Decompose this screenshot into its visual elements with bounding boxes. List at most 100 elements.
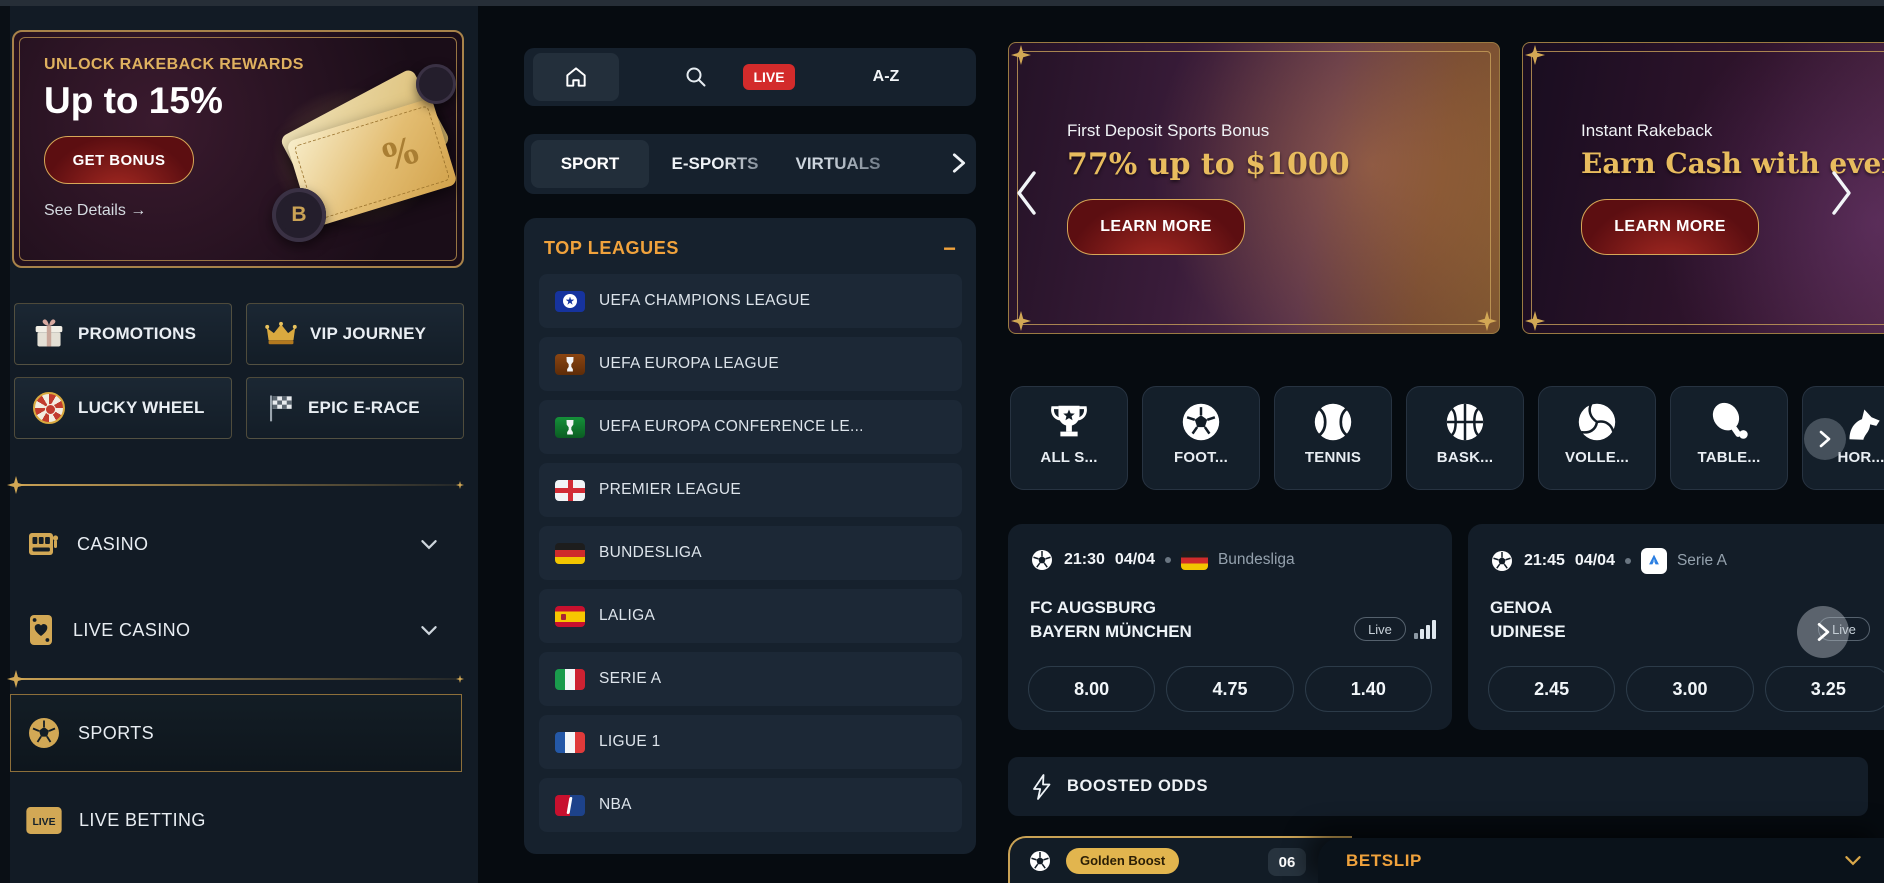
matches-scroll-next-button[interactable] <box>1797 606 1849 658</box>
odds-button-home[interactable]: 8.00 <box>1028 666 1156 712</box>
trophy-icon <box>1051 405 1087 437</box>
crown-icon <box>265 321 297 345</box>
league-item-ligue-1[interactable]: LIGUE 1 <box>539 715 962 769</box>
tab-esports[interactable]: E-SPORTS <box>660 140 770 188</box>
match-header: 21:30 04/04 Bundesliga <box>1030 548 1295 572</box>
sport-tile-volleyball[interactable]: VOLLE... <box>1538 386 1656 490</box>
sidebar-divider <box>7 670 464 688</box>
checkered-flag-icon <box>270 395 292 422</box>
promotions-label: PROMOTIONS <box>78 324 197 343</box>
lucky-wheel-button[interactable]: LUCKY WHEEL <box>14 377 232 439</box>
sport-tile-table-tennis[interactable]: TABLE... <box>1670 386 1788 490</box>
see-details-link[interactable]: See Details → <box>44 202 147 219</box>
chevron-down-icon[interactable] <box>420 625 438 636</box>
playing-card-icon <box>30 615 52 645</box>
league-item-premier-league[interactable]: PREMIER LEAGUE <box>539 463 962 517</box>
sports-scroll-next-button[interactable] <box>1804 418 1846 460</box>
stats-bars-icon[interactable] <box>1414 620 1436 639</box>
search-icon <box>686 67 706 87</box>
league-item-uefa-europa-league[interactable]: UEFA EUROPA LEAGUE <box>539 337 962 391</box>
match-card-genoa-udinese[interactable]: 21:45 04/04 Serie A GENOA UDINESE Live 2… <box>1468 524 1884 730</box>
vip-journey-button[interactable]: VIP JOURNEY <box>246 303 464 365</box>
match-date: 04/04 <box>1574 552 1615 569</box>
tab-home[interactable] <box>533 53 619 101</box>
soccer-ball-icon <box>1030 850 1050 871</box>
odds-button-home[interactable]: 2.45 <box>1488 666 1616 712</box>
sport-tile-all-sports[interactable]: ALL S... <box>1010 386 1128 490</box>
odds-row: 8.00 4.75 1.40 <box>1028 666 1432 712</box>
league-item-bundesliga[interactable]: BUNDESLIGA <box>539 526 962 580</box>
learn-more-button[interactable]: LEARN MORE <box>1581 199 1759 255</box>
promo-banner-first-deposit[interactable]: First Deposit Sports Bonus 77% up to $10… <box>1008 42 1500 334</box>
match-time: 21:45 <box>1524 552 1565 569</box>
sidebar-item-live-casino[interactable]: LIVE CASINO <box>14 598 462 662</box>
tennis-icon <box>1314 403 1352 441</box>
betslip-panel[interactable]: BETSLIP <box>1318 838 1884 883</box>
league-item-uefa-champions-league[interactable]: UEFA CHAMPIONS LEAGUE <box>539 274 962 328</box>
odds-button-draw[interactable]: 3.00 <box>1626 666 1754 712</box>
rakeback-headline: Up to 15% <box>44 80 223 121</box>
match-date: 04/04 <box>1114 551 1155 568</box>
uel-badge-icon <box>555 353 585 375</box>
carousel-next-button[interactable] <box>1830 170 1854 216</box>
promotions-button[interactable]: PROMOTIONS <box>14 303 232 365</box>
rakeback-eyebrow: UNLOCK RAKEBACK REWARDS <box>44 56 304 73</box>
explorer-category-tabs: SPORT E-SPORTS VIRTUALS <box>524 134 976 194</box>
soccer-ball-icon <box>1032 550 1052 570</box>
soccer-ball-icon <box>1492 551 1512 571</box>
odds-button-away[interactable]: 3.25 <box>1764 666 1884 712</box>
basketball-icon <box>1446 403 1484 441</box>
epic-e-race-label: EPIC E-RACE <box>308 398 420 417</box>
sport-tile-horse-racing[interactable]: HOR... <box>1802 386 1884 490</box>
dot-separator <box>1164 557 1171 563</box>
away-team: BAYERN MÜNCHEN <box>1030 622 1192 641</box>
get-bonus-button[interactable]: GET BONUS <box>44 136 194 184</box>
gift-icon <box>35 319 63 347</box>
promo-banner-instant-rakeback[interactable]: Instant Rakeback Earn Cash with every Be… <box>1522 42 1884 334</box>
sidebar-item-live-betting[interactable]: LIVE LIVE BETTING <box>14 788 462 852</box>
serie-a-logo-icon <box>1640 548 1667 574</box>
match-league: Bundesliga <box>1217 551 1295 568</box>
league-item-laliga[interactable]: LALIGA <box>539 589 962 643</box>
casino-chip-icon <box>416 64 456 104</box>
italy-flag-icon <box>555 668 585 690</box>
live-indicator-badge: Live <box>1818 617 1870 641</box>
sidebar-item-sports[interactable]: SPORTS <box>10 694 462 772</box>
tab-az[interactable]: A-Z <box>872 68 900 85</box>
learn-more-button[interactable]: LEARN MORE <box>1067 199 1245 255</box>
tab-live[interactable]: LIVE <box>743 64 795 90</box>
golden-boost-card[interactable]: Golden Boost 06 <box>1008 836 1352 883</box>
horse-icon <box>1849 409 1880 440</box>
collapse-section-button[interactable]: − <box>943 235 956 261</box>
rakeback-promo-banner[interactable]: UNLOCK RAKEBACK REWARDS Up to 15% GET BO… <box>12 30 464 268</box>
corner-ornament-icon <box>1525 45 1545 65</box>
home-team: GENOA <box>1490 598 1553 617</box>
chevron-down-icon[interactable] <box>420 539 438 550</box>
league-item-uefa-conference-league[interactable]: UEFA EUROPA CONFERENCE LE... <box>539 400 962 454</box>
carousel-prev-button[interactable] <box>1014 170 1038 216</box>
tab-search[interactable] <box>656 53 736 101</box>
tab-sport[interactable]: SPORT <box>531 140 649 188</box>
uecl-badge-icon <box>555 416 585 438</box>
tab-virtuals[interactable]: VIRTUALS <box>782 140 894 188</box>
explorer-icon-tabs: LIVE A-Z <box>524 48 976 106</box>
sports-label: SPORTS <box>78 722 155 743</box>
sport-tile-tennis[interactable]: TENNIS <box>1274 386 1392 490</box>
chevron-right-icon[interactable] <box>952 152 966 174</box>
boosted-odds-section[interactable]: BOOSTED ODDS <box>1008 757 1868 816</box>
odds-button-draw[interactable]: 4.75 <box>1166 666 1294 712</box>
match-card-augsburg-bayern[interactable]: 21:30 04/04 Bundesliga FC AUGSBURG BAYER… <box>1008 524 1452 730</box>
epic-e-race-button[interactable]: EPIC E-RACE <box>246 377 464 439</box>
league-item-serie-a[interactable]: SERIE A <box>539 652 962 706</box>
odds-row: 2.45 3.00 3.25 <box>1488 666 1884 712</box>
odds-button-away[interactable]: 1.40 <box>1304 666 1432 712</box>
live-indicator-badge: Live <box>1354 617 1406 641</box>
chevron-down-icon[interactable] <box>1844 855 1862 866</box>
sidebar-item-casino[interactable]: CASINO <box>14 512 462 576</box>
nba-logo-icon <box>555 794 585 816</box>
sport-tile-basketball[interactable]: BASK... <box>1406 386 1524 490</box>
star-ornament-icon <box>456 481 464 489</box>
vip-journey-label: VIP JOURNEY <box>310 324 427 343</box>
sport-tile-football[interactable]: FOOT... <box>1142 386 1260 490</box>
league-item-nba[interactable]: NBA <box>539 778 962 832</box>
